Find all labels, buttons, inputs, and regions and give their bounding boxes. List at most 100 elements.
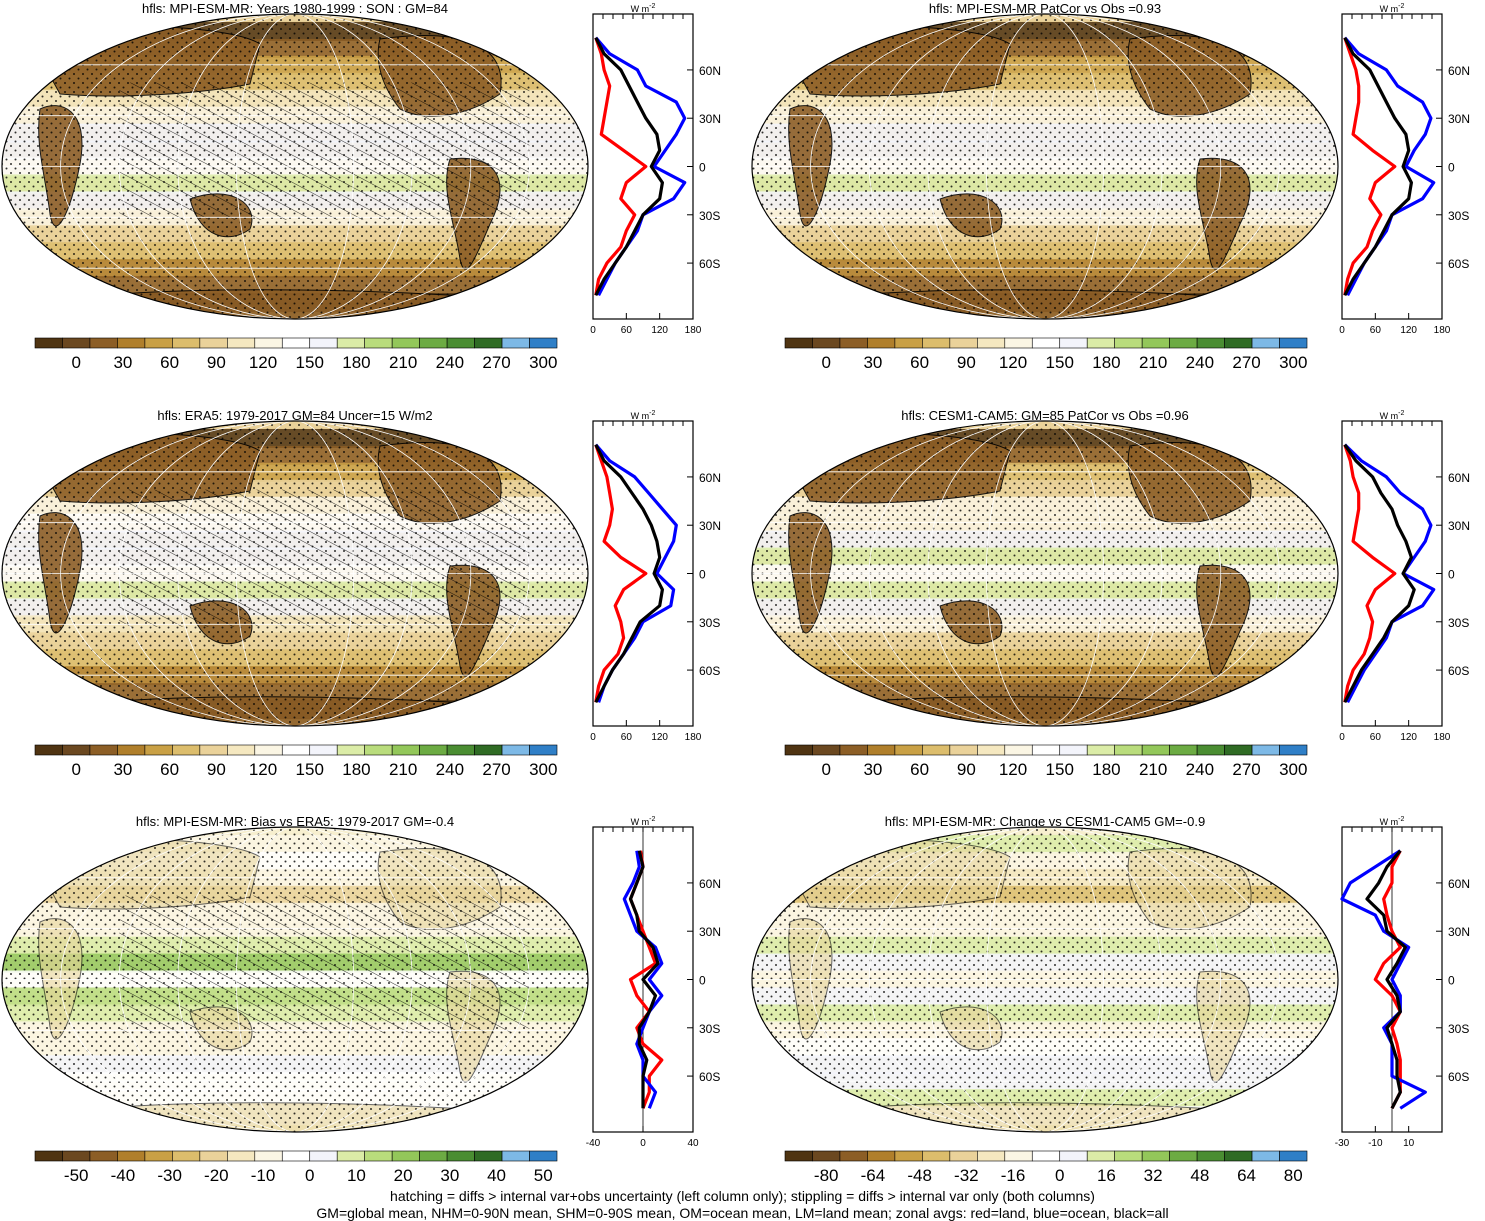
zonal-line-all	[594, 36, 664, 297]
colorbar-label: -20	[204, 1166, 229, 1185]
value-tick-label: 60	[1370, 325, 1382, 336]
value-tick-label: 60	[1370, 732, 1382, 743]
colorbar-box	[1031, 744, 1061, 756]
colorbar-label: -30	[157, 1166, 182, 1185]
colorbar-box	[391, 337, 420, 349]
colorbar-label: 300	[529, 760, 557, 779]
lat-tick-label: 60S	[699, 1070, 720, 1084]
map-border	[751, 13, 1339, 320]
colorbar-box	[1086, 337, 1115, 349]
colorbar-label: 48	[1190, 1166, 1209, 1185]
colorbar-box	[474, 744, 503, 756]
colorbar-box	[1169, 744, 1198, 756]
colorbar-label: 80	[1284, 1166, 1303, 1185]
colorbar-label: 120	[999, 353, 1027, 372]
colorbar-label: 30	[113, 760, 132, 779]
lat-tick-label: 60N	[1448, 64, 1470, 78]
zonal-unit: W m-2	[1380, 3, 1405, 14]
zonal-line-all	[1343, 443, 1416, 704]
colorbar-box	[474, 1150, 503, 1162]
colorbar-label: -64	[861, 1166, 886, 1185]
colorbar-box	[867, 337, 896, 349]
map-border	[1, 13, 589, 320]
colorbar-box	[784, 744, 813, 756]
colorbar-label: 10	[347, 1166, 366, 1185]
colorbar-box	[34, 337, 63, 349]
lat-tick-label: 30N	[699, 112, 721, 126]
lat-tick-label: 60S	[699, 257, 720, 271]
zonal-frame	[1341, 13, 1443, 320]
colorbar-box	[1169, 337, 1198, 349]
colorbar-box	[1279, 744, 1308, 756]
zonal-unit-sup: -2	[1398, 410, 1404, 417]
lat-tick-label: 30N	[1448, 112, 1470, 126]
map-field	[2, 827, 588, 1132]
colorbar-box	[89, 337, 118, 349]
colorbar-box	[501, 1150, 530, 1162]
zonal-line-land	[594, 37, 648, 296]
zonal-line-ocean	[622, 850, 664, 1109]
zonal-unit: W m-2	[631, 410, 656, 421]
zonal-unit: W m-2	[1380, 410, 1405, 421]
zonal-line-land	[1343, 444, 1397, 703]
colorbar-box	[309, 744, 338, 756]
panel-title: hfls: MPI-ESM-MR: Years 1980-1999 : SON …	[142, 1, 448, 16]
colorbar-box	[839, 337, 868, 349]
colorbar-box	[446, 337, 475, 349]
value-tick-label: -10	[1368, 1138, 1383, 1149]
lat-tick-label: 60N	[699, 64, 721, 78]
colorbar-label: 150	[1046, 760, 1074, 779]
panel-title: hfls: MPI-ESM-MR: Change vs CESM1-CAM5 G…	[885, 814, 1205, 829]
panel-4: hfls: CESM1-CAM5: GM=85 PatCor vs Obs =0…	[751, 408, 1470, 779]
lat-tick-label: 60N	[1448, 877, 1470, 891]
colorbar-label: 0	[71, 353, 80, 372]
colorbar-box	[529, 337, 558, 349]
colorbar-label: 30	[863, 353, 882, 372]
value-tick-label: 120	[651, 732, 668, 743]
map-field	[752, 827, 1338, 1132]
colorbar-box	[1279, 1150, 1308, 1162]
colorbar-box	[62, 337, 91, 349]
value-tick-label: 0	[640, 1138, 646, 1149]
colorbar-box	[446, 1150, 475, 1162]
map-field	[2, 421, 588, 726]
colorbar-box	[1004, 1150, 1033, 1162]
lat-tick-label: 60N	[699, 471, 721, 485]
value-tick-label: 0	[590, 325, 596, 336]
colorbar-box	[1251, 744, 1280, 756]
colorbar-box	[419, 744, 448, 756]
colorbar-box	[501, 337, 530, 349]
value-tick-label: -40	[586, 1138, 601, 1149]
colorbar-box	[949, 744, 978, 756]
colorbar-box	[1196, 337, 1225, 349]
value-tick-label: 10	[1403, 1138, 1415, 1149]
colorbar-label: 270	[1232, 353, 1260, 372]
lat-tick-label: 60S	[1448, 664, 1469, 678]
zonal-unit-sup: -2	[1398, 816, 1404, 823]
colorbar-box	[144, 744, 173, 756]
colorbar-box	[227, 337, 256, 349]
colorbar-label: 150	[1046, 353, 1074, 372]
colorbar-box	[894, 744, 923, 756]
colorbar-box	[1141, 337, 1170, 349]
lat-tick-label: 0	[1448, 568, 1455, 582]
footer-line-1: hatching = diffs > internal var+obs unce…	[390, 1188, 1095, 1204]
colorbar-box	[34, 1150, 63, 1162]
panel-5: hfls: MPI-ESM-MR: Bias vs ERA5: 1979-201…	[1, 814, 721, 1185]
lat-tick-label: 30N	[1448, 925, 1470, 939]
colorbar-box	[199, 1150, 228, 1162]
colorbar-box	[199, 744, 228, 756]
colorbar-box	[1031, 337, 1061, 349]
map-border	[1, 826, 589, 1133]
zonal-line-all	[628, 850, 660, 1109]
colorbar-box	[364, 1150, 393, 1162]
colorbar-box	[1031, 1150, 1061, 1162]
zonal-unit-sup: -2	[1398, 3, 1404, 10]
colorbar-box	[364, 337, 393, 349]
colorbar-box	[1114, 337, 1143, 349]
colorbar-box	[812, 744, 841, 756]
map-field	[2, 14, 588, 319]
value-tick-label: 0	[1339, 732, 1345, 743]
colorbar-box	[1224, 1150, 1253, 1162]
colorbar-label: 300	[1279, 353, 1307, 372]
